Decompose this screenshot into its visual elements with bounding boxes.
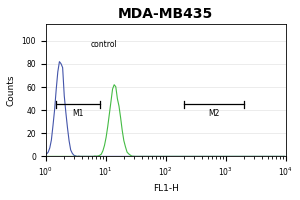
Text: M2: M2 bbox=[208, 109, 219, 118]
X-axis label: FL1-H: FL1-H bbox=[153, 184, 178, 193]
Y-axis label: Counts: Counts bbox=[7, 74, 16, 106]
Title: MDA-MB435: MDA-MB435 bbox=[118, 7, 213, 21]
Text: M1: M1 bbox=[72, 109, 84, 118]
Text: control: control bbox=[91, 40, 118, 49]
